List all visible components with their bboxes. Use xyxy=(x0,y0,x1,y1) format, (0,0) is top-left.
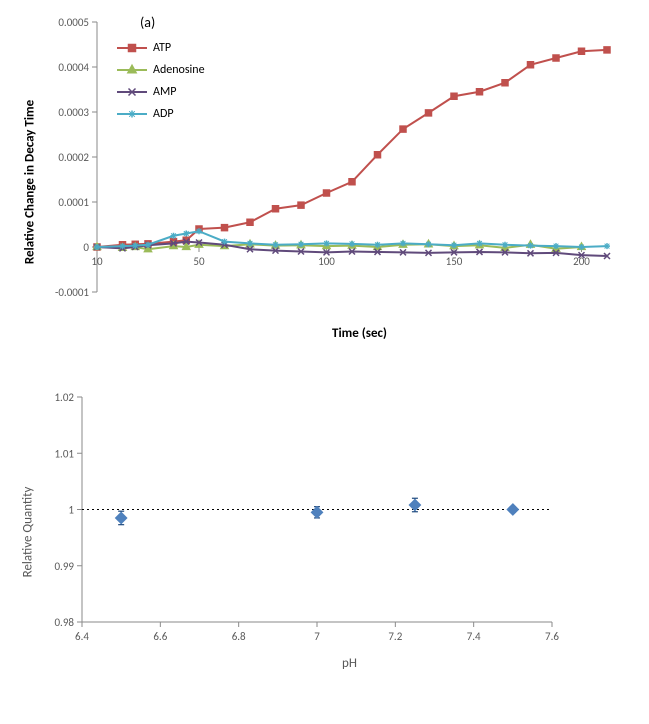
svg-text:0.0003: 0.0003 xyxy=(58,106,89,119)
svg-text:150: 150 xyxy=(446,255,463,268)
svg-text:0.0002: 0.0002 xyxy=(58,151,89,164)
svg-text:6.8: 6.8 xyxy=(232,630,246,643)
svg-text:7.2: 7.2 xyxy=(388,630,402,643)
legend-label: ATP xyxy=(153,41,171,55)
svg-text:0: 0 xyxy=(83,241,89,254)
svg-text:0.98: 0.98 xyxy=(54,616,74,629)
legend-item: Adenosine xyxy=(117,62,205,78)
svg-text:7.4: 7.4 xyxy=(467,630,481,643)
legend-label: AMP xyxy=(153,85,176,99)
chart-a-ylabel: Relative Change in Decay Time xyxy=(23,100,38,264)
svg-text:0.0004: 0.0004 xyxy=(58,61,89,74)
svg-text:0.0001: 0.0001 xyxy=(58,196,89,209)
legend-label: Adenosine xyxy=(153,63,205,77)
chart-a-svg: -0.0001 0 0.0001 0.0002 0.0003 0.0004 0.0005 10… xyxy=(12,12,622,322)
svg-text:1.01: 1.01 xyxy=(54,447,74,460)
svg-text:1.02: 1.02 xyxy=(54,391,74,404)
chart-a-xlabel: Time (sec) xyxy=(82,326,637,341)
svg-text:50: 50 xyxy=(193,255,205,268)
chart-b-svg: 0.98 0.99 1 1.01 1.02 6.4 6.6 6.8 7 7.2 7.4 7.6 xyxy=(12,382,572,652)
legend-label: ADP xyxy=(153,107,174,121)
svg-text:6.6: 6.6 xyxy=(153,630,167,643)
chart-a: Relative Change in Decay Time (a) -0.000… xyxy=(12,12,637,352)
svg-text:0.99: 0.99 xyxy=(54,560,74,573)
svg-text:7.6: 7.6 xyxy=(545,630,559,643)
svg-text:1: 1 xyxy=(68,504,74,517)
svg-text:6.4: 6.4 xyxy=(75,630,89,643)
legend-item: ATP xyxy=(117,40,205,56)
svg-text:10: 10 xyxy=(91,255,103,268)
legend-item: ADP xyxy=(117,106,205,122)
chart-b-xlabel: pH xyxy=(62,656,637,671)
svg-text:-0.0001: -0.0001 xyxy=(55,286,89,299)
svg-text:200: 200 xyxy=(573,255,590,268)
chart-a-legend: ATP Adenosine AMP ADP xyxy=(117,40,205,128)
svg-text:7: 7 xyxy=(314,630,320,643)
svg-text:0.0005: 0.0005 xyxy=(58,16,89,29)
chart-b: Relative Quantity 0.98 0.99 1 1.01 1.02 6.4 6.… xyxy=(12,382,637,682)
svg-text:100: 100 xyxy=(318,255,335,268)
chart-a-panel-label: (a) xyxy=(140,14,155,31)
legend-item: AMP xyxy=(117,84,205,100)
chart-b-ylabel: Relative Quantity xyxy=(21,487,36,578)
